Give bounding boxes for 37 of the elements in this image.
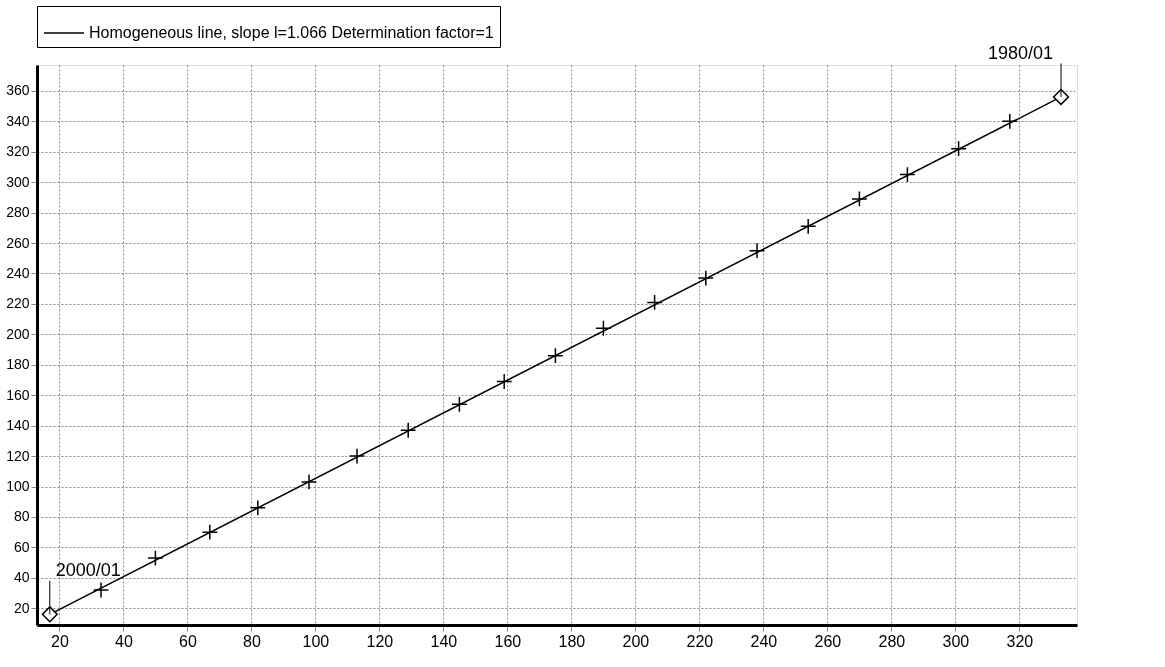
y-tick-label: 280 bbox=[6, 204, 30, 221]
x-tick-label: 140 bbox=[430, 632, 458, 650]
y-tick-label: 360 bbox=[6, 82, 30, 99]
y-tick-label: 180 bbox=[6, 356, 30, 373]
y-tick-label: 340 bbox=[6, 112, 30, 129]
y-tick-label: 40 bbox=[13, 569, 30, 586]
x-tick-label: 160 bbox=[494, 632, 522, 650]
x-tick-label: 120 bbox=[366, 632, 394, 650]
x-tick-label: 180 bbox=[558, 632, 586, 650]
y-tick-label: 120 bbox=[6, 447, 30, 464]
x-tick-label: 300 bbox=[942, 632, 970, 650]
x-tick-label: 240 bbox=[750, 632, 778, 650]
x-tick-label: 80 bbox=[243, 632, 261, 650]
y-tick-label: 220 bbox=[6, 295, 30, 312]
y-tick-label: 80 bbox=[13, 508, 30, 525]
y-tick-label: 300 bbox=[6, 173, 30, 190]
annotation: 2000/01 bbox=[55, 560, 121, 581]
x-tick-label: 260 bbox=[814, 632, 842, 650]
y-tick-label: 140 bbox=[6, 417, 30, 434]
x-tick-label: 200 bbox=[622, 632, 650, 650]
x-tick-label: 100 bbox=[302, 632, 330, 650]
y-tick-label: 260 bbox=[6, 234, 30, 251]
legend-label: Homogeneous line, slope l=1.066 Determination factor=1 bbox=[89, 24, 494, 41]
y-tick-label: 240 bbox=[6, 264, 30, 281]
y-tick-label: 320 bbox=[6, 143, 30, 160]
y-tick-label: 100 bbox=[6, 478, 30, 495]
y-tick-label: 60 bbox=[13, 538, 30, 555]
x-tick-label: 320 bbox=[1006, 632, 1034, 650]
x-tick-label: 280 bbox=[878, 632, 906, 650]
x-tick-label: 20 bbox=[51, 632, 69, 650]
annotation: 1980/01 bbox=[987, 42, 1053, 63]
y-tick-label: 160 bbox=[6, 386, 30, 403]
x-tick-label: 60 bbox=[179, 632, 197, 650]
y-tick-label: 20 bbox=[13, 599, 30, 616]
x-tick-label: 220 bbox=[686, 632, 714, 650]
y-tick-label: 200 bbox=[6, 325, 30, 342]
x-tick-label: 40 bbox=[115, 632, 133, 650]
